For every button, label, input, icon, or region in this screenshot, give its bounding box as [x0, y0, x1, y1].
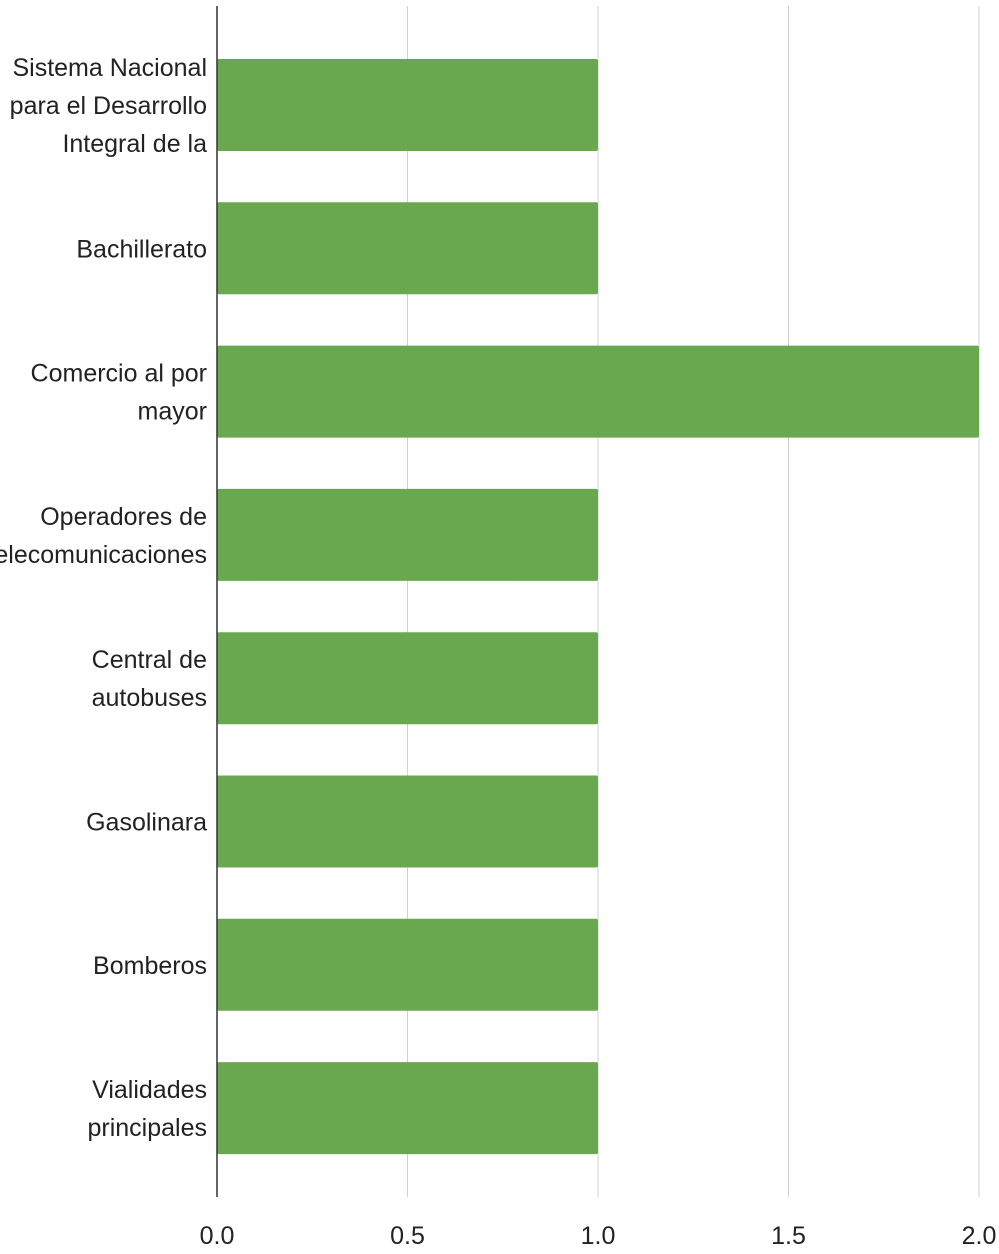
category-label: Vialidades: [92, 1076, 207, 1104]
x-tick-label: 1.5: [771, 1222, 806, 1250]
bar: [217, 202, 598, 295]
bar: [217, 345, 979, 438]
bar: [217, 775, 598, 868]
category-label: telecomunicaciones: [0, 541, 207, 569]
x-tick-labels: 0.0 0.5 1.0 1.5 2.0: [200, 1222, 997, 1250]
x-tick-label: 0.0: [200, 1222, 235, 1250]
category-labels: Sistema Nacional para el Desarrollo Integr…: [0, 54, 207, 1142]
x-tick-label: 1.0: [581, 1222, 616, 1250]
category-label: Comercio al por: [31, 360, 207, 388]
category-label: autobuses: [92, 684, 207, 712]
category-label: Bomberos: [93, 952, 207, 980]
bar: [217, 59, 598, 151]
category-label: mayor: [138, 398, 207, 426]
bar: [217, 488, 598, 581]
category-label: Operadores de: [40, 503, 207, 531]
category-label: principales: [87, 1114, 207, 1142]
bars: [217, 59, 979, 1155]
bar: [217, 632, 598, 725]
category-label: Gasolinara: [86, 809, 207, 837]
gridlines: [407, 6, 980, 1197]
category-label: Bachillerato: [76, 235, 207, 263]
category-label: Central de: [92, 646, 207, 674]
bar: [217, 918, 598, 1011]
category-label: Integral de la: [62, 130, 207, 158]
x-tick-label: 2.0: [962, 1222, 997, 1250]
x-tick-label: 0.5: [390, 1222, 425, 1250]
bar: [217, 1062, 598, 1155]
category-label: Sistema Nacional: [12, 54, 207, 82]
category-label: para el Desarrollo: [10, 92, 207, 120]
